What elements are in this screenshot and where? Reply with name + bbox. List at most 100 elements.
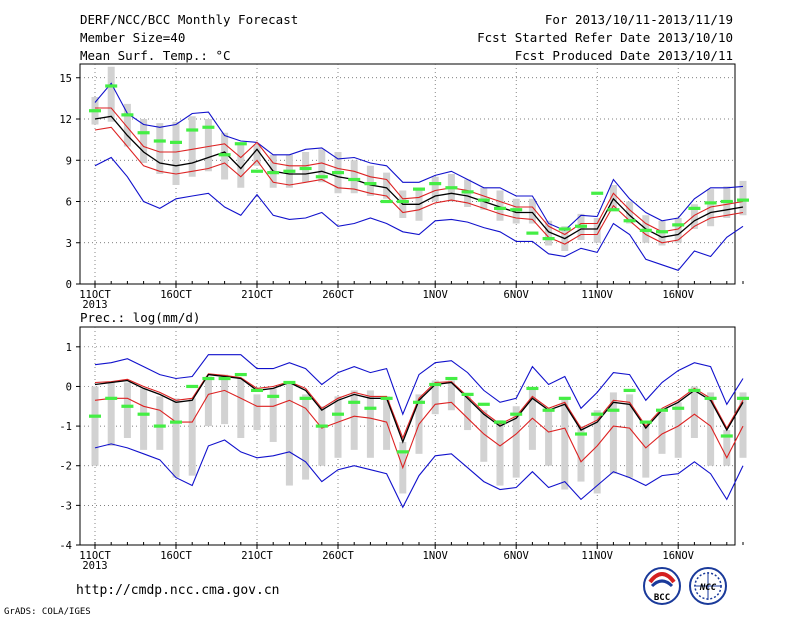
x-tick-label: 21OCT — [241, 289, 273, 301]
spread-box — [383, 172, 391, 199]
median-marker — [429, 382, 442, 387]
bcc-logo: BCC — [643, 567, 681, 605]
median-marker — [526, 386, 539, 391]
median-marker — [558, 396, 571, 400]
y-tick-label: 6 — [66, 197, 72, 209]
median-marker — [639, 420, 652, 424]
x-tick-label: 11NOV — [581, 550, 613, 562]
spread-box — [609, 392, 617, 474]
y-tick-label: 0 — [66, 381, 72, 393]
spread-box — [366, 390, 374, 458]
max-line — [94, 354, 744, 416]
median-marker — [591, 412, 604, 416]
median-marker — [105, 84, 118, 88]
median-marker — [121, 404, 134, 408]
median-marker — [137, 412, 150, 416]
spread-box — [91, 386, 99, 466]
median-marker — [737, 396, 749, 400]
spread-box — [447, 380, 455, 411]
grads-credit: GrADS: COLA/IGES — [4, 607, 91, 617]
spread-box — [690, 204, 698, 229]
median-marker — [575, 432, 587, 436]
median-marker — [332, 171, 344, 175]
min-line — [94, 156, 744, 271]
ci-lower-line — [94, 126, 744, 245]
spread-box — [480, 410, 488, 462]
spread-box — [156, 396, 164, 450]
median-marker — [704, 201, 717, 205]
spread-box — [545, 220, 553, 246]
spread-box — [496, 190, 504, 221]
median-marker — [688, 206, 701, 210]
spread-box — [204, 119, 212, 172]
median-marker — [234, 372, 247, 377]
median-marker — [202, 125, 215, 129]
precipitation-panel: -4 -3 -2 -1 0 1 11OCT 16OCT 21OCT 26OCT 1NOV 6NOV 11… — [59, 326, 749, 572]
median-marker — [623, 219, 636, 223]
spread-box — [350, 160, 358, 194]
spread-box — [107, 382, 115, 446]
median-marker — [283, 169, 296, 173]
spread-box — [674, 218, 682, 243]
spread-box — [626, 201, 634, 224]
spread-box — [350, 390, 358, 450]
x-tick-label: 6NOV — [504, 289, 530, 301]
x-tick-label: 11OCT — [79, 289, 111, 301]
median-marker — [542, 237, 555, 241]
median-marker — [639, 228, 652, 232]
median-marker — [234, 142, 247, 146]
spread-box — [156, 123, 164, 174]
spread-box — [318, 406, 326, 466]
spread-box — [561, 398, 569, 490]
spread-box — [123, 382, 131, 438]
header-variable: Mean Surf. Temp.: °C — [80, 48, 231, 63]
y-tick-label: 0 — [66, 279, 72, 291]
spread-box — [237, 143, 245, 188]
median-marker — [704, 396, 717, 400]
spread-box — [334, 396, 342, 458]
header-start-date: Fcst Started Refer Date 2013/10/10 — [477, 30, 733, 45]
spread-box — [431, 176, 439, 202]
median-marker — [720, 434, 733, 438]
median-marker — [283, 380, 296, 385]
y-tick-label: 12 — [59, 114, 72, 126]
median-marker — [170, 140, 182, 144]
spread-box — [172, 121, 180, 185]
header-produced-date: Fcst Produced Date 2013/10/11 — [515, 48, 733, 63]
median-marker — [558, 227, 571, 231]
median-marker — [510, 412, 523, 416]
median-marker — [170, 420, 182, 424]
ensemble-mean-line — [94, 373, 744, 444]
spread-box — [626, 394, 634, 478]
y-tick-label: 1 — [66, 342, 72, 354]
median-marker — [218, 376, 231, 381]
spread-box — [545, 410, 553, 466]
spread-box — [140, 119, 148, 163]
spread-box — [237, 378, 245, 438]
svg-text:NCC: NCC — [699, 583, 717, 593]
spread-box — [253, 145, 261, 166]
median-marker — [477, 402, 490, 406]
spread-box — [496, 420, 504, 486]
spread-box — [107, 66, 115, 122]
median-marker — [607, 408, 620, 412]
median-marker — [445, 186, 458, 190]
header-title: DERF/NCC/BCC Monthly Forecast — [80, 12, 298, 27]
max-line — [94, 82, 744, 232]
median-marker — [315, 424, 328, 428]
median-marker — [429, 182, 442, 186]
ci-lower-line — [94, 389, 744, 470]
temperature-panel: 0 3 6 9 12 15 11OCT 16OCT 21OCT 26OCT 1NOV 6NOV 11NO… — [59, 63, 749, 311]
median-marker — [688, 388, 701, 393]
y-tick-label: 3 — [66, 238, 72, 250]
y-tick-label: -2 — [59, 461, 72, 473]
median-marker — [299, 396, 312, 400]
median-marker — [89, 109, 101, 113]
median-marker — [396, 199, 409, 204]
median-marker — [542, 408, 555, 412]
median-marker — [494, 420, 506, 424]
precip-panel-title: Prec.: log(mm/d) — [80, 310, 200, 325]
median-marker — [267, 171, 280, 175]
median-marker — [380, 199, 393, 204]
